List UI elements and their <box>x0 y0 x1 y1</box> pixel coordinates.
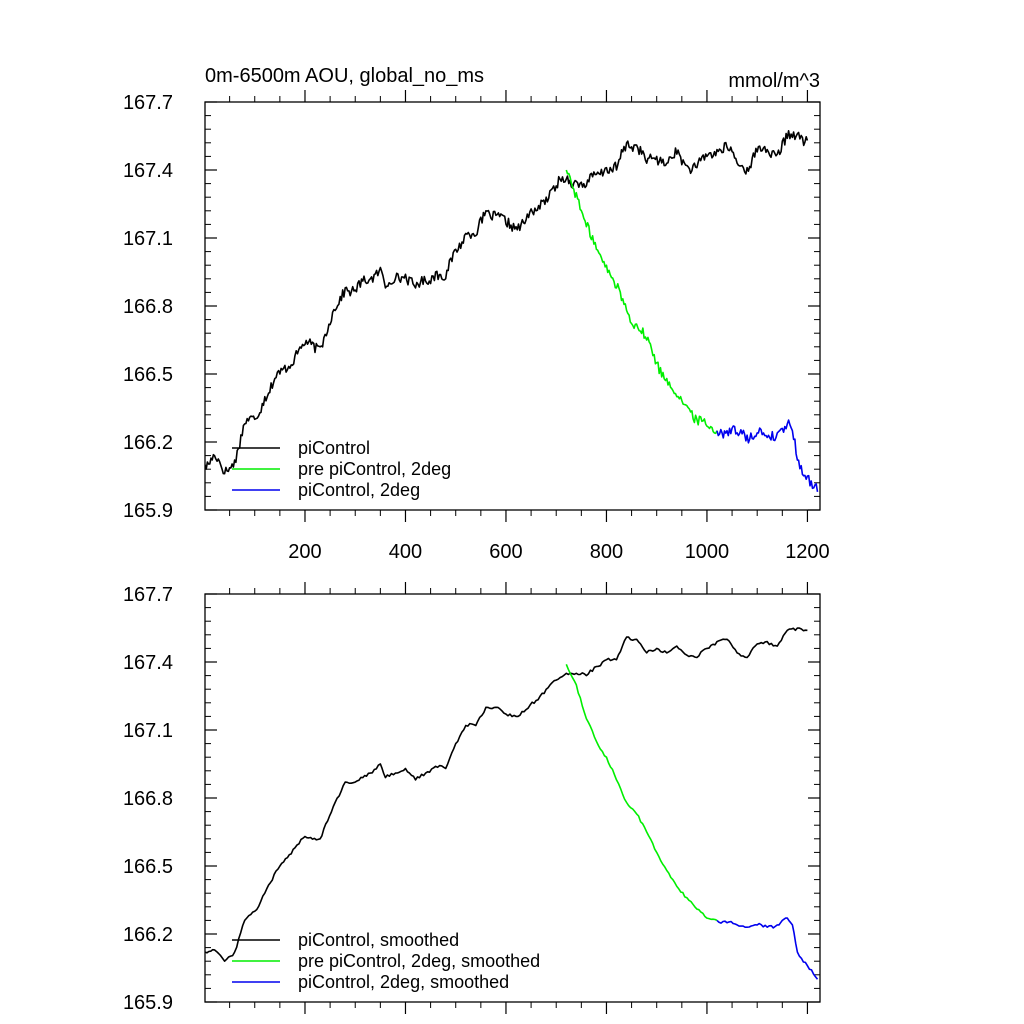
y-tick-label: 167.1 <box>123 228 173 250</box>
x-tick-label: 200 <box>288 541 321 563</box>
bottom-panel: 165.9 166.2 166.5 166.8 167.1 167.4 167.7 piCon… <box>123 582 821 1014</box>
legend-label: piControl <box>298 438 370 458</box>
x-tick-label: 1200 <box>785 541 830 563</box>
series-lines <box>205 130 819 493</box>
series-lines <box>205 627 819 980</box>
x-tick-label: 1000 <box>685 541 730 563</box>
y-tick-label: 165.9 <box>123 992 173 1014</box>
legend-label: piControl, 2deg, smoothed <box>298 972 509 992</box>
y-tick-label: 166.5 <box>123 856 173 878</box>
legend-label: pre piControl, 2deg, smoothed <box>298 951 540 971</box>
y-tick-label: 166.8 <box>123 788 173 810</box>
y-tick-label: 167.1 <box>123 720 173 742</box>
y-tick-label: 167.4 <box>123 652 173 674</box>
x-tick-label: 400 <box>389 541 422 563</box>
x-tick-label: 800 <box>590 541 623 563</box>
top-panel: 0m-6500m AOU, global_no_ms mmol/m^3 165.… <box>123 65 830 563</box>
units-label: mmol/m^3 <box>728 70 820 92</box>
series-line <box>565 664 718 922</box>
series-line <box>205 627 808 962</box>
y-tick-label: 167.4 <box>123 160 173 182</box>
y-tick-label: 166.5 <box>123 364 173 386</box>
y-tick-label: 166.8 <box>123 296 173 318</box>
series-line <box>716 917 819 980</box>
y-tick-label: 167.7 <box>123 584 173 606</box>
series-line <box>565 169 718 435</box>
y-tick-label: 165.9 <box>123 500 173 522</box>
y-tick-label: 167.7 <box>123 92 173 114</box>
legend-label: piControl, 2deg <box>298 480 420 500</box>
x-tick-label: 600 <box>489 541 522 563</box>
series-line <box>716 419 819 493</box>
y-tick-label: 166.2 <box>123 924 173 946</box>
legend-label: piControl, smoothed <box>298 930 459 950</box>
legend-label: pre piControl, 2deg <box>298 459 451 479</box>
y-tick-label: 166.2 <box>123 432 173 454</box>
series-line <box>205 130 809 475</box>
chart-title: 0m-6500m AOU, global_no_ms <box>205 65 484 87</box>
